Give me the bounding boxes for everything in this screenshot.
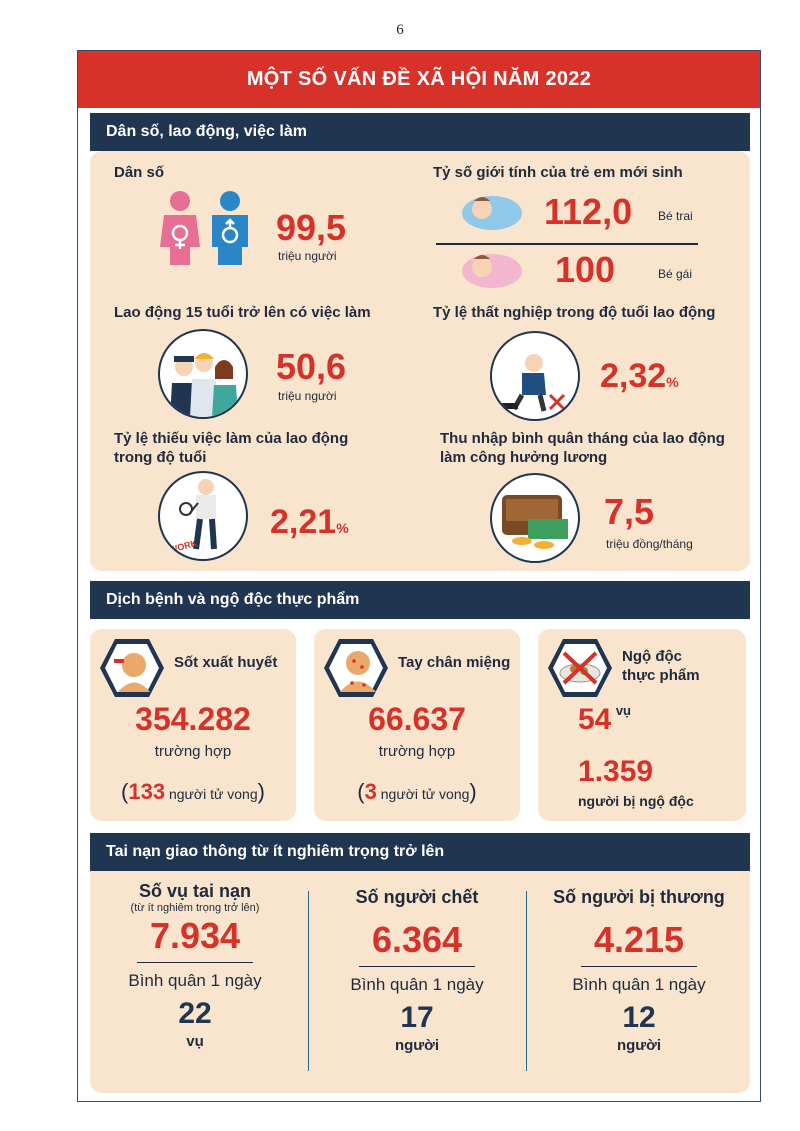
food-poison-people-label: người bị ngộ độc bbox=[578, 793, 694, 809]
deaths-avg-label: Bình quân 1 ngày bbox=[350, 975, 484, 994]
wallet-icon bbox=[490, 473, 580, 563]
section-header-disease-label: Dịch bệnh và ngộ độc thực phẩm bbox=[106, 591, 360, 608]
male-female-icon bbox=[160, 191, 248, 265]
accidents-divider bbox=[137, 962, 253, 963]
food-poison-people-value: 1.359 bbox=[578, 755, 654, 788]
traffic-deaths: Số người chết 6.364 Bình quân 1 ngày 17 … bbox=[312, 887, 522, 1054]
population-label: Dân số bbox=[114, 164, 165, 181]
hfmd-deaths-value: 3 bbox=[364, 779, 377, 804]
hfmd-value: 66.637 bbox=[368, 701, 466, 737]
hfmd-card: Tay chân miệng 66.637 trường hợp (3 ngườ… bbox=[314, 629, 520, 821]
food-poison-cases-unit: vụ bbox=[615, 703, 631, 718]
food-poison-label-line2: thực phẩm bbox=[622, 667, 700, 684]
work-sign-text: WORK bbox=[168, 538, 199, 555]
employed-value: 50,6 bbox=[276, 346, 347, 387]
accidents-sublabel: (từ ít nghiêm trọng trở lên) bbox=[130, 902, 260, 914]
page-number: 6 bbox=[396, 22, 404, 38]
accidents-avg-unit: vụ bbox=[186, 1033, 204, 1050]
traffic-panel: Số vụ tai nạn (từ ít nghiêm trọng trở lê… bbox=[90, 871, 750, 1093]
unemployment-value-group: 2,32% bbox=[600, 357, 679, 396]
food-poison-label-line1: Ngộ độc bbox=[622, 648, 682, 665]
underemployment-value-group: 2,21% bbox=[270, 503, 349, 542]
underemployment-label: Tỷ lệ thiếu việc làm của lao động trong … bbox=[114, 429, 348, 467]
employed-label: Lao động 15 tuổi trở lên có việc làm bbox=[114, 304, 371, 321]
income-value: 7,5 bbox=[604, 491, 655, 532]
traffic-accidents: Số vụ tai nạn (từ ít nghiêm trọng trở lê… bbox=[90, 881, 300, 1050]
baby-boy-icon bbox=[462, 196, 522, 230]
dengue-patient-icon bbox=[100, 639, 164, 697]
traffic-injured: Số người bị thương 4.215 Bình quân 1 ngà… bbox=[530, 887, 748, 1054]
accidents-avg-value: 22 bbox=[178, 997, 212, 1030]
food-poison-card: Ngộ độc thực phẩm 54 vụ 1.359 người bị n… bbox=[538, 629, 746, 821]
income-unit: triệu đồng/tháng bbox=[606, 537, 693, 551]
underemployment-label-line2: trong độ tuổi bbox=[114, 449, 207, 466]
injured-avg-value: 12 bbox=[622, 1001, 656, 1034]
section-header-disease: Dịch bệnh và ngộ độc thực phẩm bbox=[90, 581, 750, 619]
deaths-value: 6.364 bbox=[371, 919, 463, 960]
dengue-unit: trường hợp bbox=[154, 743, 232, 760]
baby-girl-icon bbox=[462, 254, 522, 288]
food-poison-cases: 54 vụ bbox=[578, 703, 631, 737]
dengue-label: Sốt xuất huyết bbox=[174, 654, 278, 671]
income-label-line2: làm công hưởng lương bbox=[440, 449, 608, 466]
population-unit: triệu người bbox=[278, 249, 337, 263]
hfmd-patient-icon bbox=[324, 639, 388, 697]
accidents-label: Số vụ tai nạn bbox=[138, 881, 252, 901]
sex-ratio-divider bbox=[436, 243, 698, 245]
job-search-icon: WORK bbox=[158, 471, 248, 561]
deaths-divider bbox=[359, 966, 475, 967]
dengue-deaths-label: người tử vong bbox=[168, 786, 258, 802]
dengue-value: 354.282 bbox=[135, 701, 251, 737]
unemployed-person-icon bbox=[490, 331, 580, 421]
accidents-value: 7.934 bbox=[149, 915, 241, 956]
workers-icon bbox=[158, 329, 248, 419]
income-label-line1: Thu nhập bình quân tháng của lao động bbox=[440, 430, 725, 447]
underemployment-label-line1: Tỷ lệ thiếu việc làm của lao động bbox=[114, 430, 349, 447]
food-poison-icon bbox=[548, 639, 612, 697]
food-poison-cases-value: 54 bbox=[578, 703, 612, 736]
sex-ratio-label: Tỷ số giới tính của trẻ em mới sinh bbox=[433, 164, 683, 181]
traffic-separator-1 bbox=[308, 891, 309, 1071]
dengue-deaths: (133 người tử vong) bbox=[121, 779, 265, 804]
injured-avg-label: Bình quân 1 ngày bbox=[572, 975, 706, 994]
hfmd-unit: trường hợp bbox=[378, 743, 456, 760]
unemployment-unit: % bbox=[666, 374, 679, 390]
page-title: MỘT SỐ VẤN ĐỀ XÃ HỘI NĂM 2022 bbox=[78, 51, 760, 108]
injured-avg-unit: người bbox=[616, 1037, 662, 1054]
hfmd-deaths: (3 người tử vong) bbox=[357, 779, 477, 804]
unemployment-label: Tỷ lệ thất nghiệp trong độ tuổi lao động bbox=[433, 304, 716, 321]
hfmd-label: Tay chân miệng bbox=[398, 654, 511, 671]
section-header-traffic-label: Tai nạn giao thông từ ít nghiêm trọng tr… bbox=[106, 843, 445, 860]
unemployment-value: 2,32 bbox=[600, 357, 667, 395]
underemployment-unit: % bbox=[336, 520, 349, 536]
injured-value: 4.215 bbox=[593, 919, 685, 960]
accidents-avg-label: Bình quân 1 ngày bbox=[128, 971, 262, 990]
dengue-deaths-value: 133 bbox=[128, 779, 166, 804]
sex-ratio-boy-label: Bé trai bbox=[658, 209, 693, 223]
deaths-avg-value: 17 bbox=[400, 1001, 434, 1034]
underemployment-value: 2,21 bbox=[270, 503, 337, 541]
deaths-label: Số người chết bbox=[355, 887, 479, 907]
employed-unit: triệu người bbox=[278, 389, 337, 403]
dengue-card: Sốt xuất huyết 354.282 trường hợp (133 n… bbox=[90, 629, 296, 821]
sex-ratio-girl-value: 100 bbox=[555, 249, 616, 290]
infographic-frame: MỘT SỐ VẤN ĐỀ XÃ HỘI NĂM 2022 Dân số, la… bbox=[77, 50, 761, 1102]
population-value: 99,5 bbox=[276, 207, 347, 248]
sex-ratio-girl-label: Bé gái bbox=[658, 267, 693, 281]
section-header-traffic: Tai nạn giao thông từ ít nghiêm trọng tr… bbox=[90, 833, 750, 871]
population-panel: Dân số 99,5 triệu người Tỷ số giới tính … bbox=[90, 151, 750, 571]
food-poison-label: Ngộ độc thực phẩm bbox=[622, 647, 700, 685]
injured-label: Số người bị thương bbox=[553, 887, 725, 907]
section-header-population: Dân số, lao động, việc làm bbox=[90, 113, 750, 151]
hfmd-deaths-label: người tử vong bbox=[380, 786, 470, 802]
injured-divider bbox=[581, 966, 697, 967]
traffic-separator-2 bbox=[526, 891, 527, 1071]
section-header-population-label: Dân số, lao động, việc làm bbox=[106, 123, 307, 140]
income-label: Thu nhập bình quân tháng của lao động là… bbox=[440, 429, 725, 467]
deaths-avg-unit: người bbox=[394, 1037, 440, 1054]
sex-ratio-boy-value: 112,0 bbox=[544, 191, 633, 232]
